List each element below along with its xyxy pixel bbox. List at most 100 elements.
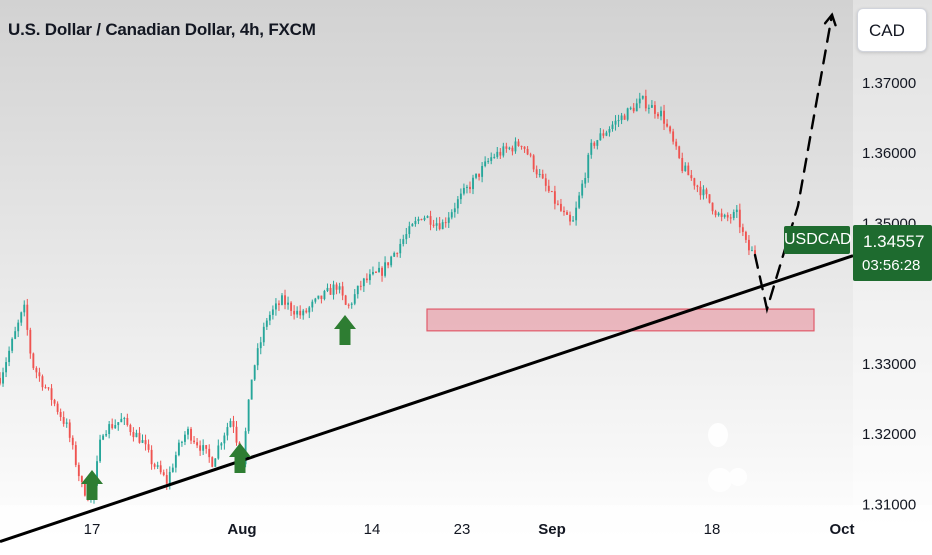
candle-body (129, 424, 132, 432)
candle-body (560, 203, 562, 211)
candle-body (23, 304, 26, 313)
candle-body (153, 464, 156, 467)
candle-body (493, 156, 496, 158)
candle-body (441, 222, 444, 230)
candle-body (581, 183, 584, 196)
candle-body (563, 210, 565, 213)
candle-body (693, 178, 696, 186)
candle-body (159, 465, 162, 473)
candle-body (329, 287, 332, 295)
candle-body (575, 207, 578, 221)
candle-body (372, 271, 374, 275)
candle-body (617, 120, 620, 122)
candle-body (690, 175, 693, 179)
currency-button[interactable]: CAD (857, 8, 927, 52)
last-price: 1.34557 (863, 232, 925, 251)
candle-body (538, 173, 541, 175)
candle-body (271, 309, 274, 315)
candle-body (469, 186, 471, 190)
candle-body (171, 467, 174, 472)
candle-body (68, 422, 71, 438)
candle-series (0, 89, 756, 504)
candle-body (681, 157, 684, 172)
candle-body (726, 214, 729, 218)
candle-body (8, 350, 11, 363)
candle-body (647, 107, 650, 109)
candle-body (44, 387, 47, 389)
candle-body (150, 449, 153, 465)
candle-body (62, 417, 65, 424)
candle-body (211, 457, 214, 467)
candle-body (111, 424, 114, 429)
candle-body (593, 142, 596, 146)
candle-body (11, 338, 14, 351)
candle-body (350, 303, 353, 305)
candle-body (635, 103, 638, 112)
candle-body (344, 295, 347, 305)
candle-body (687, 165, 690, 176)
candle-body (438, 223, 441, 230)
candle-body (5, 362, 8, 373)
candle-body (417, 219, 420, 221)
candle-body (387, 262, 390, 266)
candle-body (381, 267, 383, 276)
candle-body (653, 105, 656, 114)
candle-body (77, 464, 80, 477)
candle-body (302, 310, 305, 316)
candle-body (754, 250, 756, 255)
candle-body (132, 431, 135, 438)
candle-body (65, 422, 68, 424)
candle-body (165, 475, 168, 484)
candle-body (226, 427, 229, 436)
candle-body (356, 285, 359, 295)
buy-arrow-icon (81, 470, 103, 500)
candle-body (472, 177, 474, 190)
candle-body (235, 426, 238, 443)
buy-arrow-icon (229, 443, 251, 473)
candle-body (578, 195, 581, 208)
candle-body (729, 217, 732, 219)
candle-body (274, 303, 277, 310)
candle-body (74, 445, 77, 465)
candle-body (505, 146, 508, 149)
candle-body (232, 420, 235, 427)
candle-body (305, 310, 308, 313)
candle-body (338, 286, 341, 290)
candle-body (641, 95, 644, 99)
candle-body (526, 148, 529, 155)
candle-body (59, 411, 62, 418)
candle-body (626, 108, 629, 120)
candle-body (323, 290, 326, 300)
candle-body (147, 444, 150, 450)
candle-body (432, 224, 435, 226)
candle-body (205, 445, 208, 449)
candle-body (520, 145, 523, 147)
candle-body (259, 342, 262, 349)
candle-body (284, 295, 286, 305)
candle-body (20, 312, 23, 323)
candle-body (247, 399, 250, 432)
candle-body (114, 425, 117, 429)
candle-body (599, 133, 602, 141)
candle-body (208, 448, 211, 458)
candle-body (29, 329, 32, 354)
candle-body (378, 267, 380, 273)
candle-body (629, 107, 632, 109)
y-tick-label: 1.33000 (862, 356, 916, 373)
candle-body (102, 435, 105, 440)
candle-body (605, 132, 608, 136)
candle-body (56, 403, 59, 412)
candle-body (514, 141, 517, 152)
candle-body (435, 223, 438, 226)
candle-body (732, 212, 735, 219)
candle-body (632, 107, 635, 112)
candle-body (487, 160, 490, 162)
candle-body (281, 295, 283, 305)
candle-body (220, 443, 223, 446)
candle-body (83, 482, 86, 496)
candle-body (332, 284, 335, 295)
candle-body (193, 440, 195, 443)
candle-body (117, 422, 120, 426)
